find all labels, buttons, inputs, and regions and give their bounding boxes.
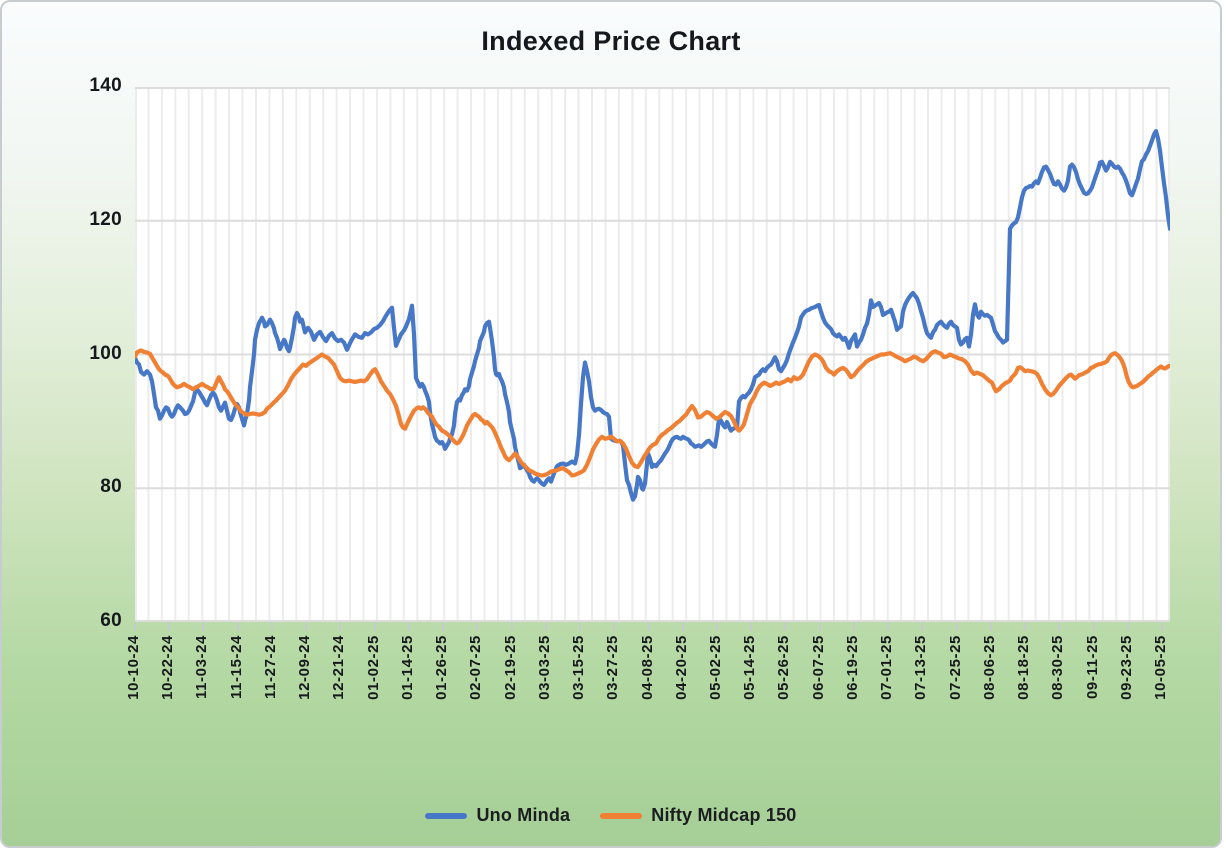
series-line-uno-minda [135, 128, 1170, 502]
y-axis-label: 120 [89, 208, 122, 230]
x-axis-label: 09-23-25 [1117, 635, 1135, 700]
x-axis-tick [407, 622, 410, 631]
x-axis-tick [134, 622, 136, 631]
legend-label-nifty-midcap-150: Nifty Midcap 150 [651, 805, 797, 825]
legend: Uno Minda Nifty Midcap 150 [2, 805, 1220, 826]
x-axis-tick [955, 622, 958, 631]
x-axis-label: 07-13-25 [912, 635, 930, 700]
x-axis-tick [784, 622, 787, 631]
plot-svg [135, 87, 1170, 622]
x-axis-label: 10-10-24 [125, 635, 142, 700]
x-axis-label: 12-09-24 [296, 635, 314, 700]
x-axis-tick [818, 622, 821, 631]
x-axis-label: 01-26-25 [433, 635, 451, 700]
x-axis-tick [750, 622, 753, 631]
y-axis-label: 80 [100, 476, 122, 498]
x-axis-tick [887, 622, 890, 631]
x-axis-label: 04-20-25 [672, 635, 690, 700]
x-axis-label: 06-07-25 [809, 635, 827, 700]
legend-label-uno-minda: Uno Minda [476, 805, 571, 825]
x-axis-tick [579, 622, 582, 631]
x-axis-label: 07-25-25 [946, 635, 964, 700]
x-axis-label: 11-27-24 [261, 635, 279, 700]
x-axis-label: 07-01-25 [878, 635, 896, 700]
x-axis-label: 10-05-25 [1152, 635, 1169, 700]
x-axis-tick [270, 622, 273, 631]
x-axis-label: 11-03-24 [193, 635, 211, 700]
x-axis-tick [921, 622, 924, 631]
x-axis-label: 08-06-25 [980, 635, 998, 700]
x-axis-label: 12-21-24 [330, 635, 348, 700]
x-axis-label: 10-22-24 [159, 635, 177, 700]
x-axis-tick [852, 622, 855, 631]
x-axis-tick [681, 622, 684, 631]
x-axis-tick [510, 622, 513, 631]
x-axis-label: 03-15-25 [570, 635, 588, 700]
x-axis-label: 04-08-25 [638, 635, 656, 700]
x-axis-tick [647, 622, 650, 631]
x-axis-label: 11-15-24 [227, 635, 245, 700]
x-axis-label: 01-02-25 [364, 635, 382, 700]
legend-swatch-nifty-midcap-150 [600, 812, 643, 819]
x-axis-label: 02-07-25 [467, 635, 485, 700]
x-axis-tick [442, 622, 445, 631]
x-axis-tick [1024, 622, 1027, 631]
x-axis-label: 05-26-25 [775, 635, 793, 700]
plot-area [135, 87, 1170, 622]
x-axis-tick [1161, 622, 1163, 631]
legend-swatch-uno-minda [425, 812, 468, 819]
y-axis-label: 100 [89, 342, 122, 364]
legend-item-nifty-midcap-150[interactable]: Nifty Midcap 150 [600, 805, 796, 826]
x-axis-tick [613, 622, 616, 631]
x-axis-label: 08-30-25 [1049, 635, 1067, 700]
x-axis-tick [1058, 622, 1061, 631]
legend-item-uno-minda[interactable]: Uno Minda [425, 805, 570, 826]
x-axis-label: 02-19-25 [501, 635, 519, 700]
x-axis-tick [305, 622, 308, 631]
x-axis-label: 03-03-25 [535, 635, 553, 700]
chart-title: Indexed Price Chart [481, 26, 741, 56]
x-axis-tick [1092, 622, 1095, 631]
x-axis-tick [989, 622, 992, 631]
y-axis-label: 140 [89, 75, 122, 96]
x-axis-label: 09-11-25 [1083, 635, 1101, 700]
x-axis-tick [544, 622, 547, 631]
x-axis-label: 06-19-25 [843, 635, 861, 700]
x-axis-label: 08-18-25 [1015, 635, 1033, 700]
x-axis-tick [339, 622, 342, 631]
x-axis-label: 01-14-25 [398, 635, 416, 700]
x-axis-tick [1126, 622, 1129, 631]
x-axis-tick [373, 622, 376, 631]
x-axis-tick [202, 622, 205, 631]
x-axis-label: 03-27-25 [604, 635, 622, 700]
x-axis-label: 05-14-25 [741, 635, 759, 700]
x-axis-tick [715, 622, 718, 631]
x-axis-tick [476, 622, 479, 631]
x-axis-label: 05-02-25 [706, 635, 724, 700]
x-axis-tick [168, 622, 171, 631]
series-line-nifty-midcap-150 [135, 348, 1170, 478]
y-axis-label: 60 [100, 610, 122, 631]
x-axis-tick [236, 622, 239, 631]
